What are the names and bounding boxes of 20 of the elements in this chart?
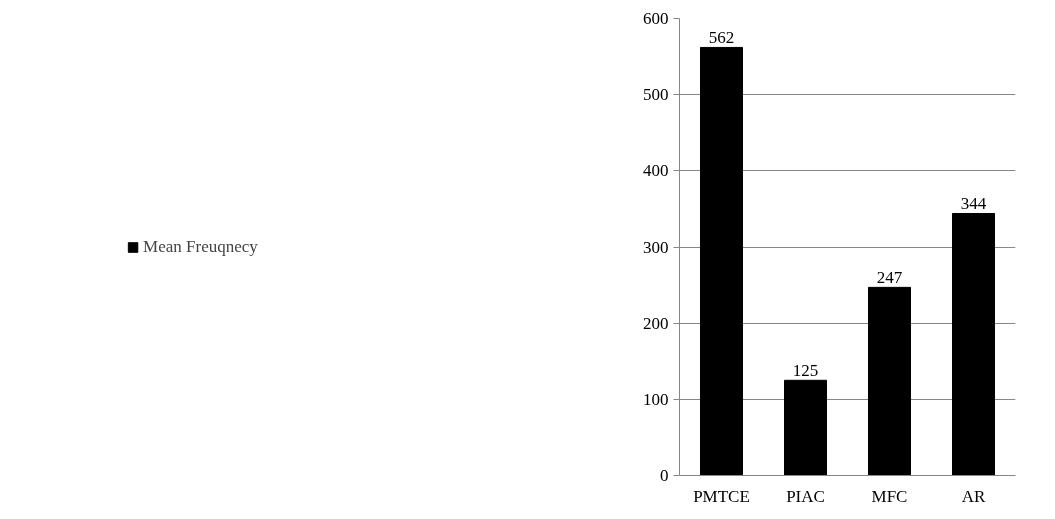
data-label: 247 [876,268,903,288]
x-tick-label: AR [961,486,986,506]
y-tick-label: 0 [660,466,669,485]
bar [700,46,743,476]
y-tick-label: 300 [643,237,669,257]
bar [784,379,827,476]
x-tick-label: PIAC [786,486,825,506]
bar [868,286,911,476]
legend-label: Mean Freuqnecy [143,236,258,257]
y-tick-label: 500 [643,85,669,105]
y-tick-label: 400 [643,161,669,181]
x-tick-label: PMTCE [693,486,750,506]
data-label: 125 [792,361,819,381]
x-tick-label: MFC [871,486,908,506]
bar [952,212,995,476]
data-label: 344 [960,194,987,214]
y-tick-label: 200 [643,313,669,333]
data-label: 562 [708,28,735,48]
y-tick-label: 600 [643,9,669,28]
y-tick-label: 100 [643,389,669,409]
